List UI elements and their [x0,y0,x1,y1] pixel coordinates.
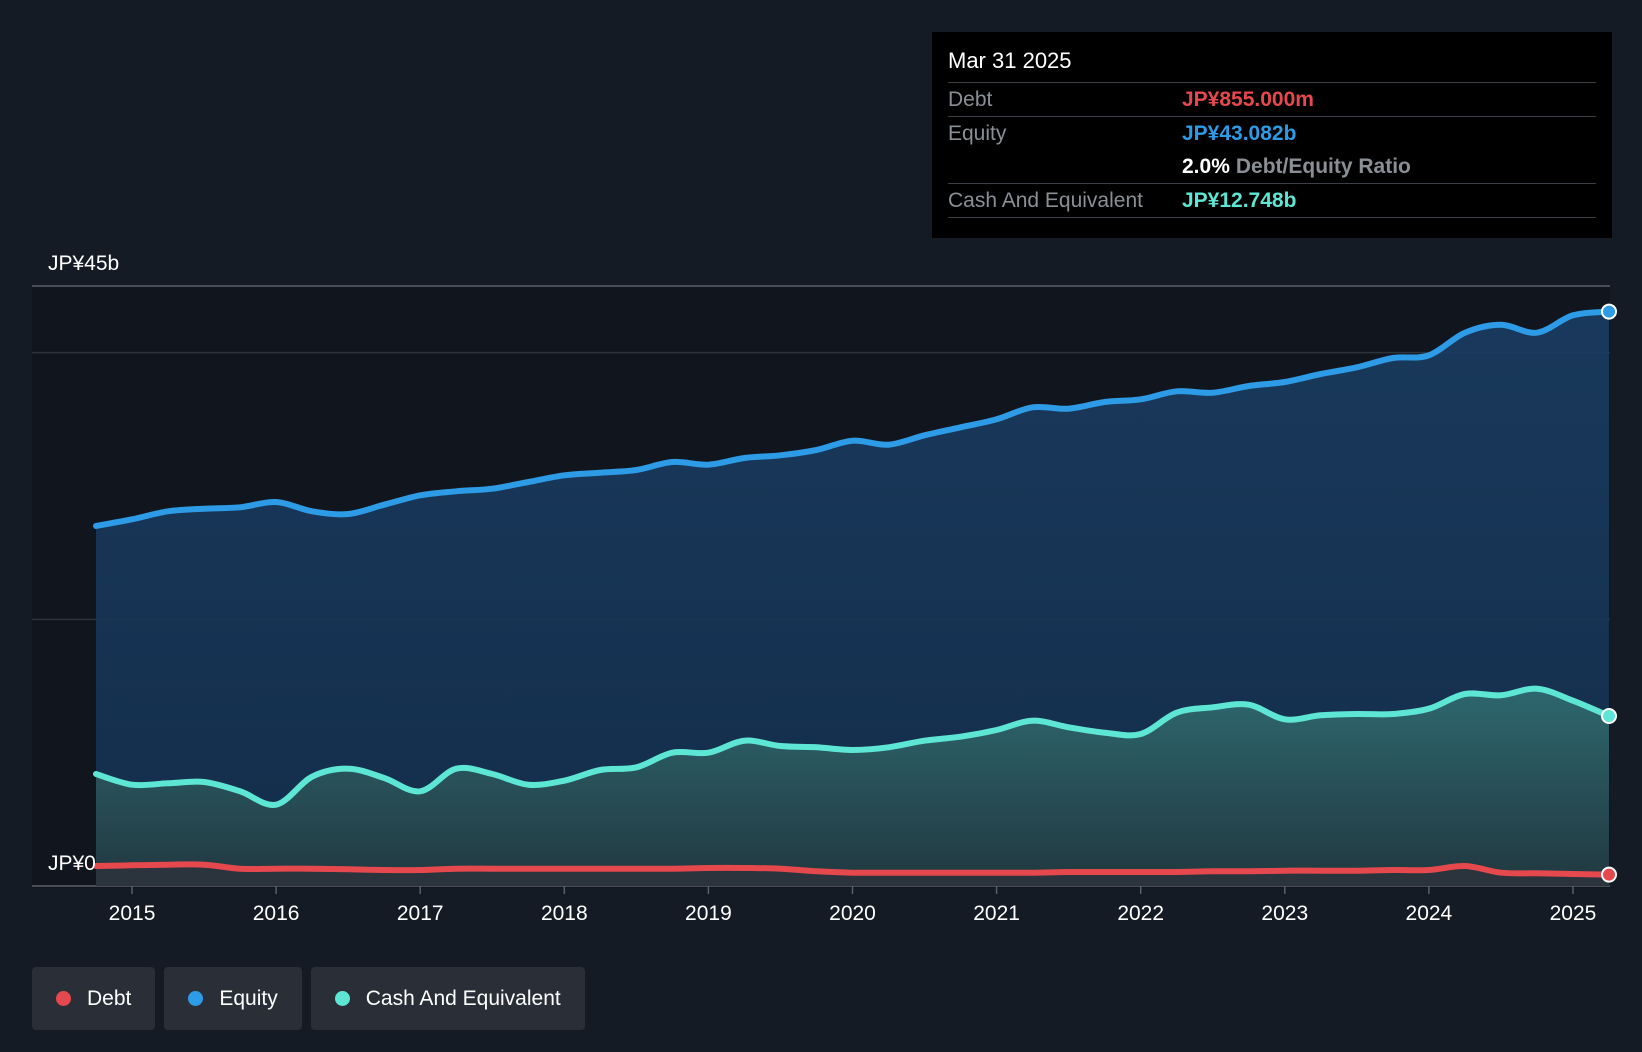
debt-line [93,861,1612,878]
tooltip-cash-value: JP¥12.748b [1182,188,1297,212]
legend-item-cash[interactable]: Cash And Equivalent [310,967,585,1030]
tooltip-equity-value: JP¥43.082b [1182,121,1297,145]
x-tick-label: 2020 [829,902,876,925]
x-tick-label: 2018 [541,902,588,925]
x-tick-label: 2025 [1550,902,1597,925]
legend-item-debt[interactable]: Debt [32,967,156,1030]
cash-area [96,688,1609,886]
equity-line [93,308,1612,529]
x-axis-ticks: 2015 2016 2017 2018 2019 2020 2021 2022 2023 2024… [109,886,1597,925]
legend-debt-label: Debt [87,986,132,1010]
tooltip-equity-label: Equity [948,121,1007,145]
legend-cash-label: Cash And Equivalent [365,986,561,1010]
tooltip-debt-row: Debt JP¥855.000m [948,82,1596,116]
x-tick-label: 2022 [1117,902,1164,925]
legend-item-equity[interactable]: Equity [164,967,302,1030]
equity-endpoint [1601,303,1617,320]
tooltip-date: Mar 31 2025 [948,48,1072,73]
x-tick-label: 2023 [1261,902,1308,925]
tooltip-equity-row: Equity JP¥43.082b [948,116,1596,150]
x-tick-label: 2019 [685,902,732,925]
legend-debt-dot-icon [56,991,71,1006]
debt-endpoint [1601,866,1617,883]
series-endpoints [1601,303,1617,883]
tooltip-debt-value: JP¥855.000m [1182,87,1314,111]
x-tick-label: 2016 [253,902,300,925]
x-tick-label: 2024 [1406,902,1453,925]
legend-equity-dot-icon [188,991,204,1006]
y-axis-bottom-label: JP¥0 [48,852,96,875]
tooltip-ratio-value: 2.0% [1182,154,1230,178]
cash-endpoint [1601,708,1617,725]
tooltip-debt-label: Debt [948,87,993,111]
x-tick-label: 2021 [973,902,1020,925]
tooltip-cash-label: Cash And Equivalent [948,188,1143,212]
legend-equity-label: Equity [219,986,278,1010]
tooltip-cash-row: Cash And Equivalent JP¥12.748b [948,183,1596,218]
tooltip-ratio-label: Debt/Equity Ratio [1235,154,1411,178]
series-lines [93,308,1612,878]
legend: Debt Equity Cash And Equivalent [32,967,585,1030]
y-axis-top-label: JP¥45b [48,252,119,275]
cash-line [93,685,1612,808]
tooltip-ratio-row: 2.0% Debt/Equity Ratio [948,150,1596,183]
legend-cash-dot-icon [334,991,350,1006]
tooltip: Mar 31 2025 Debt JP¥855.000m Equity JP¥4… [932,32,1612,238]
x-tick-label: 2015 [109,902,156,925]
x-tick-label: 2017 [397,902,444,925]
